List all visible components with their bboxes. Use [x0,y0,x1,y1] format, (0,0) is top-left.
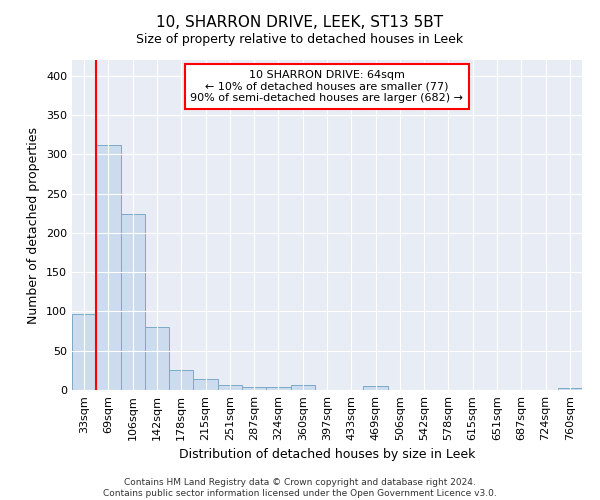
Text: Contains HM Land Registry data © Crown copyright and database right 2024.
Contai: Contains HM Land Registry data © Crown c… [103,478,497,498]
Bar [242,387,266,390]
Bar [193,379,218,390]
Bar [364,386,388,390]
Y-axis label: Number of detached properties: Number of detached properties [28,126,40,324]
Bar [121,214,145,390]
Text: Size of property relative to detached houses in Leek: Size of property relative to detached ho… [136,32,464,46]
Text: 10 SHARRON DRIVE: 64sqm
← 10% of detached houses are smaller (77)
90% of semi-de: 10 SHARRON DRIVE: 64sqm ← 10% of detache… [191,70,464,103]
Bar [96,145,121,390]
Bar [72,314,96,390]
Bar [218,386,242,390]
Bar [266,387,290,390]
Bar [558,388,582,390]
X-axis label: Distribution of detached houses by size in Leek: Distribution of detached houses by size … [179,448,475,462]
Bar [169,370,193,390]
Bar [290,386,315,390]
Text: 10, SHARRON DRIVE, LEEK, ST13 5BT: 10, SHARRON DRIVE, LEEK, ST13 5BT [157,15,443,30]
Bar [145,327,169,390]
